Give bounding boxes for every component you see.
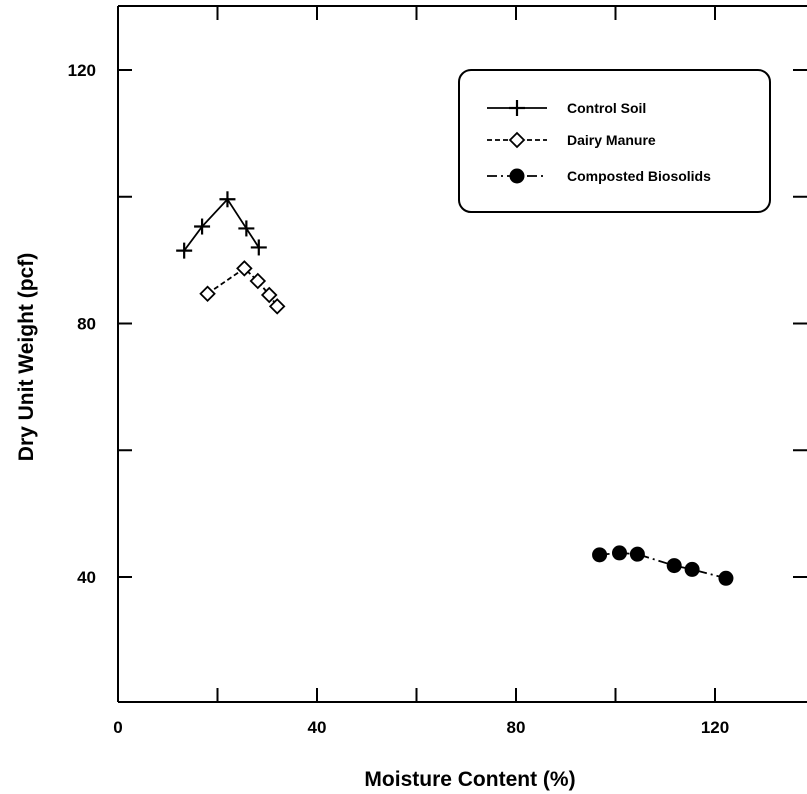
data-point — [194, 218, 211, 235]
data-point — [260, 286, 278, 304]
y-axis-title: Dry Unit Weight (pcf) — [15, 253, 38, 461]
series — [592, 545, 734, 586]
data-point — [684, 561, 700, 577]
data-point — [592, 547, 608, 563]
series — [176, 191, 267, 259]
series — [199, 260, 286, 315]
data-point — [718, 570, 734, 586]
data-point — [249, 272, 267, 290]
tick-labels: 0 40 80 120 40 80 120 — [68, 61, 730, 737]
data-point — [250, 239, 267, 256]
data-point — [268, 298, 286, 315]
data-point — [199, 285, 216, 302]
axis-ticks — [118, 6, 807, 702]
data-point — [509, 168, 525, 184]
data-point — [176, 242, 193, 259]
data-point — [219, 191, 236, 208]
data-point — [611, 545, 627, 561]
y-tick-label: 40 — [77, 568, 96, 587]
x-tick-label: 40 — [308, 718, 327, 737]
data-point — [629, 546, 645, 562]
x-tick-label: 0 — [113, 718, 122, 737]
data-point — [509, 100, 525, 116]
x-tick-label: 80 — [507, 718, 526, 737]
data-point — [238, 220, 255, 237]
y-tick-label: 120 — [68, 61, 96, 80]
y-tick-label: 80 — [77, 315, 96, 334]
series-layer — [176, 191, 734, 586]
legend-label: Composted Biosolids — [567, 168, 711, 184]
legend-label: Control Soil — [567, 100, 646, 116]
plot-frame — [117, 5, 807, 703]
data-point — [236, 260, 253, 277]
series-line — [183, 197, 260, 252]
data-point — [666, 558, 682, 574]
x-axis-title: Moisture Content (%) — [364, 768, 575, 791]
legend: Control Soil Dairy Manure Composted Biosol… — [458, 69, 771, 213]
x-tick-label: 120 — [701, 718, 729, 737]
legend-label: Dairy Manure — [567, 132, 656, 148]
data-point — [508, 131, 526, 149]
